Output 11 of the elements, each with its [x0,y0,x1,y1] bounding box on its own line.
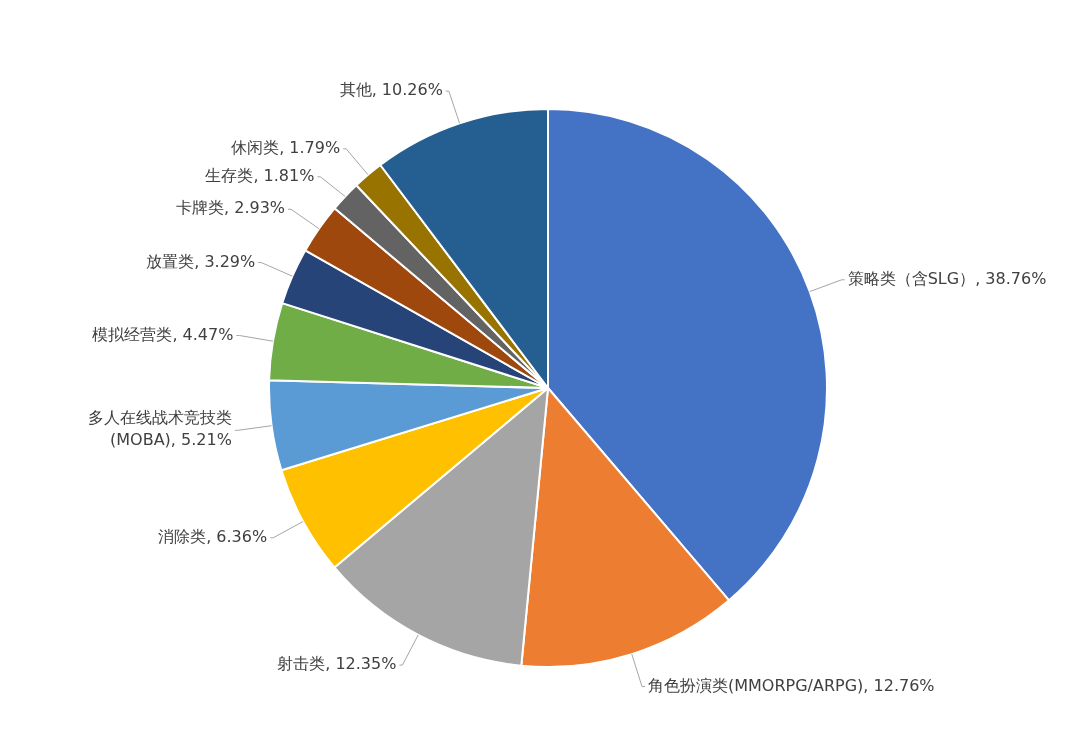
slice-label: 策略类（含SLG）, 38.76% [847,268,1047,288]
slice-label: 生存类, 1.81% [205,165,315,185]
slice-label: 消除类, 6.36% [158,526,268,546]
slice-label: 射击类, 12.35% [277,654,397,674]
slice-label: 角色扮演类(MMORPG/ARPG), 12.76% [648,675,935,695]
slice-label: 其他, 10.26% [339,80,443,100]
slice-label: 休闲类, 1.79% [231,137,341,157]
slice-label: 放置类, 3.29% [146,251,256,271]
slice-label: 卡牌类, 2.93% [176,198,286,218]
slice-label: 多人在线战术竞技类 (MOBA), 5.21% [87,408,232,450]
slice-label: 模拟经营类, 4.47% [92,324,234,344]
